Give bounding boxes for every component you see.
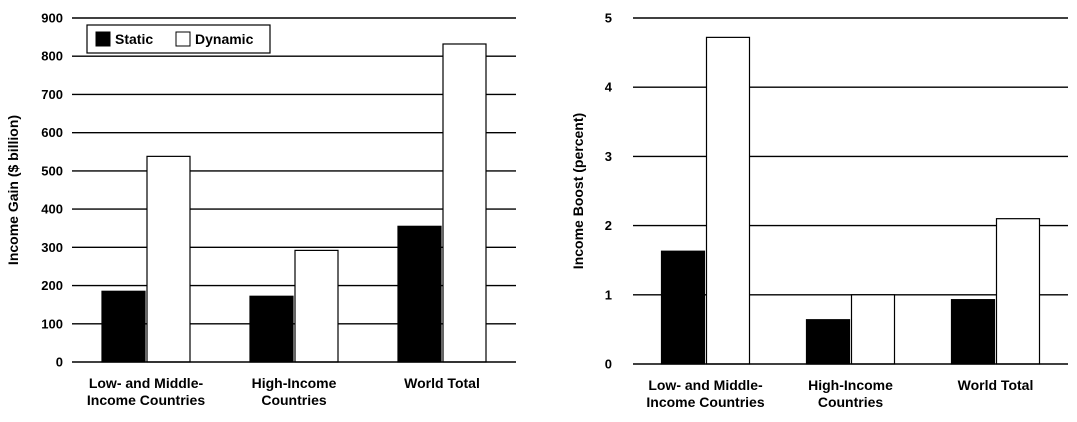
x-category-label: High-Income [808, 377, 893, 393]
static-bar [805, 319, 851, 365]
dynamic-bar [146, 155, 191, 363]
dynamic-bar [442, 43, 487, 363]
x-category-label: High-Income [252, 375, 337, 391]
x-category-label: Income Countries [87, 392, 205, 408]
y-tick-label: 900 [41, 11, 63, 26]
static-bar [397, 225, 442, 363]
legend-dynamic-swatch [175, 31, 191, 47]
y-tick-label: 500 [41, 163, 63, 178]
y-tick-label: 0 [605, 357, 612, 372]
static-bar [249, 295, 294, 363]
y-tick-label: 100 [41, 316, 63, 331]
income-boost-chart: 0 1 2 3 4 5 Low- and Middle-Income Countries Hi… [570, 11, 1068, 410]
y-tick-label: 800 [41, 49, 63, 64]
dynamic-bar [294, 249, 339, 363]
static-bar [101, 290, 146, 363]
y-tick-label: 300 [41, 240, 63, 255]
y-tick-label: 5 [605, 11, 612, 26]
y-tick-label: 4 [605, 80, 613, 95]
y-tick-label: 200 [41, 278, 63, 293]
legend: Static Dynamic [86, 24, 271, 54]
y-tick-label: 600 [41, 125, 63, 140]
y-tick-label: 700 [41, 87, 63, 102]
x-category-label: Income Countries [646, 394, 764, 410]
y-axis-title: Income Gain ($ billion) [5, 115, 21, 265]
legend-dynamic-label: Dynamic [195, 31, 254, 47]
legend-static-label: Static [115, 31, 153, 47]
x-category-label: Low- and Middle- [648, 377, 763, 393]
y-tick-label: 2 [605, 218, 612, 233]
static-bar [660, 250, 706, 365]
y-tick-label: 400 [41, 202, 63, 217]
x-category-label: Low- and Middle- [89, 375, 204, 391]
y-tick-label: 3 [605, 149, 612, 164]
income-gain-chart: 0 100 200 300 400 500 600 700 800 900 Low- and Mid… [5, 11, 516, 408]
y-tick-label: 1 [605, 287, 612, 302]
x-category-label: Countries [818, 394, 884, 410]
dynamic-bar [850, 294, 896, 365]
static-bar [950, 299, 996, 365]
x-category-label: World Total [958, 377, 1034, 393]
dynamic-bar [705, 36, 751, 365]
x-category-label: World Total [404, 375, 480, 391]
dynamic-bar [995, 218, 1041, 365]
legend-static-swatch [95, 31, 111, 47]
x-category-label: Countries [261, 392, 327, 408]
y-tick-label: 0 [56, 355, 63, 370]
y-axis-title: Income Boost (percent) [570, 113, 586, 269]
